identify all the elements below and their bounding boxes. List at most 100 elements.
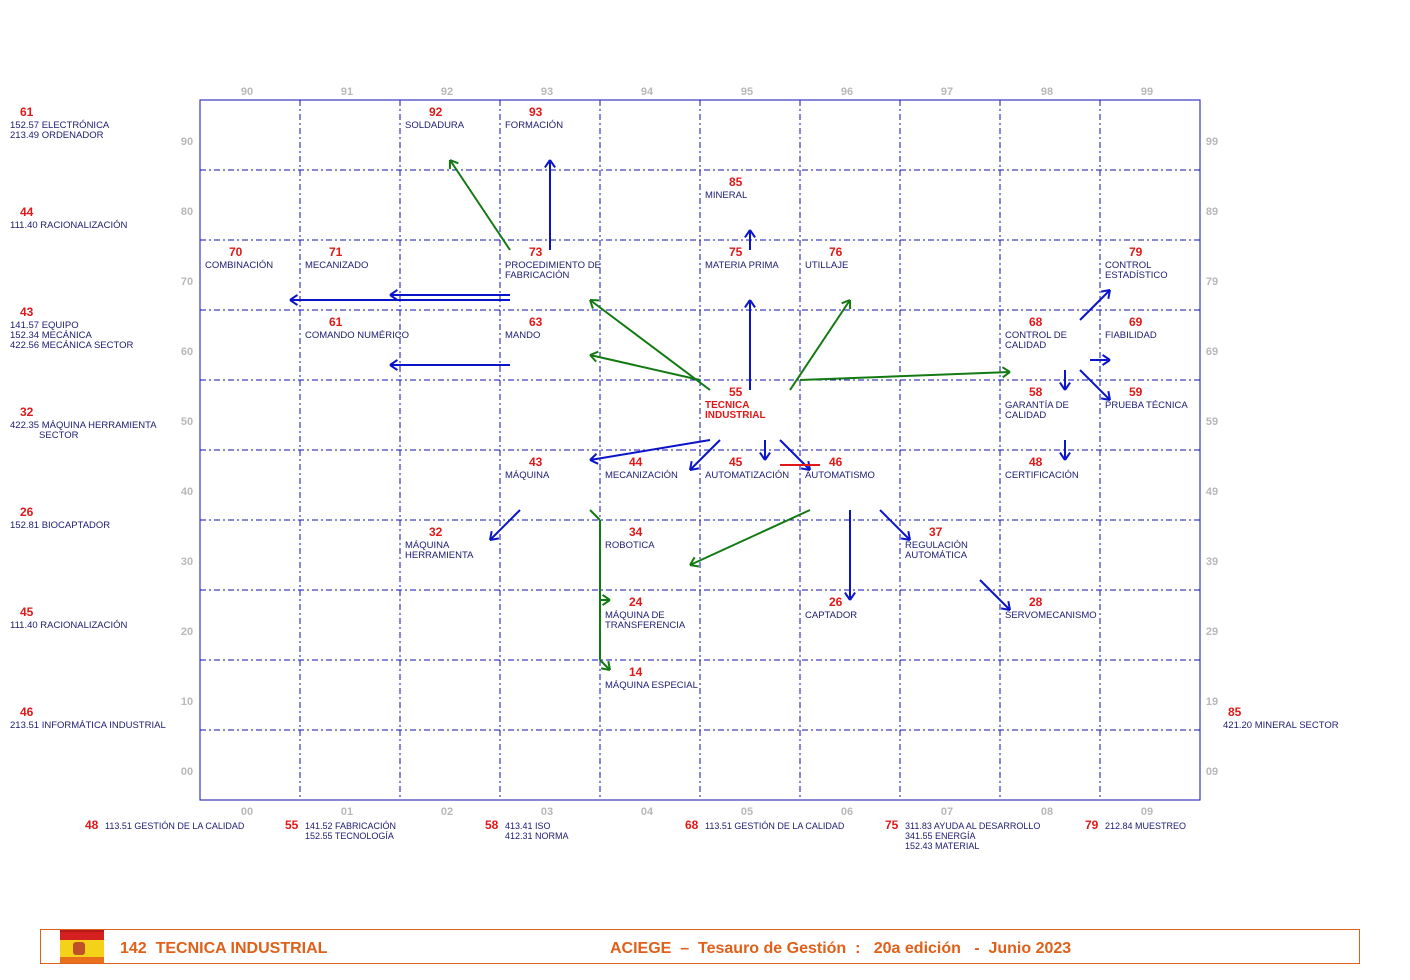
bottom-ref-label: 212.84 MUESTREO [1105,821,1187,831]
term-code: 68 [1029,315,1043,329]
left-ref-label: 111.40 RACIONALIZACIÓN [10,620,128,631]
term-code: 14 [629,665,643,679]
left-ref-code: 43 [20,305,34,319]
bottom-ref-label: 113.51 GESTIÓN DE LA CALIDAD [105,821,245,831]
term-label: ROBOTICA [605,540,655,551]
related-arrow [689,509,811,566]
bottom-ref-code: 79 [1085,818,1099,832]
related-arrow [799,371,1011,381]
axis-top-label: 99 [1140,86,1154,98]
term-label: MÁQUINA ESPECIAL [605,680,698,691]
axis-left-label: 00 [180,766,194,778]
axis-top-label: 94 [640,86,654,98]
footer-subtitle: ACIEGE – Tesauro de Gestión : 20a edició… [610,940,1072,957]
term-code: 37 [929,525,943,539]
broader-arrow-head [389,289,398,296]
broader-arrow-head [849,592,856,601]
term-code: 92 [429,105,443,119]
bottom-ref-code: 55 [285,818,299,832]
related-arrow-head [589,350,599,356]
axis-left-label: 60 [180,346,194,358]
axis-right-label: 39 [1205,556,1219,568]
term-label: REGULACIÓN AUTOMÁTICA [905,540,968,561]
axis-right-label: 09 [1205,766,1219,778]
axis-top-label: 97 [940,86,954,98]
term-label: COMBINACIÓN [205,260,274,271]
term-code: 75 [729,245,743,259]
term-code: 45 [729,455,743,469]
term-label: CAPTADOR [805,610,858,621]
broader-arrow-head [549,159,556,168]
axis-right-label: 69 [1205,346,1219,358]
term-code: 46 [829,455,843,469]
axis-left-label: 20 [180,626,194,638]
broader-arrow-head [759,452,766,461]
left-ref-code: 26 [20,505,34,519]
broader-arrow-head [1064,452,1071,461]
term-label: PROCEDIMIENTO DE FABRICACIÓN [505,260,601,281]
term-label: UTILLAJE [805,260,849,271]
term-code: 43 [529,455,543,469]
bottom-ref-label: 311.83 AYUDA AL DESARROLLO 341.55 ENERGÍ… [905,821,1041,851]
bottom-ref-code: 68 [685,818,699,832]
related-arrow-head [607,660,611,671]
term-code: 79 [1129,245,1143,259]
term-label: FORMACIÓN [505,120,564,131]
left-ref-label: 141.57 EQUIPO 152.34 MECÁNICA 422.56 MEC… [10,320,134,351]
broader-arrow-head [907,530,911,541]
term-label: MÁQUINA DE TRANSFERENCIA [605,610,686,631]
related-arrow [449,159,511,251]
broader-arrow [879,509,911,541]
axis-top-label: 96 [840,86,854,98]
related-arrow-head [1002,371,1011,379]
related-arrow-head [449,159,459,165]
broader-arrow-head [489,530,493,541]
axis-bottom-label: 03 [540,806,554,818]
term-code: 71 [329,245,343,259]
broader-arrow-head [489,537,500,541]
term-label: MÁQUINA [505,470,550,481]
broader-arrow [589,439,711,461]
term-code: 26 [829,595,843,609]
term-label: GARANTÍA DE CALIDAD [1005,400,1069,421]
axis-left-label: 50 [180,416,194,428]
broader-arrow-head [1064,382,1071,391]
left-ref-code: 32 [20,405,34,419]
term-label: MECANIZACIÓN [605,470,678,481]
axis-left-label: 90 [180,136,194,148]
axis-top-label: 92 [440,86,454,98]
related-arrow [589,299,711,391]
broader-arrow-head [1102,359,1111,366]
term-label: AUTOMATISMO [805,470,875,481]
broader-arrow-head [589,459,599,465]
right-ref-code: 85 [1228,705,1242,719]
related-arrow-head [589,299,594,309]
broader-arrow-head [1100,397,1111,401]
axis-bottom-label: 05 [740,806,754,818]
broader-arrow-head [744,229,751,238]
broader-arrow-head [844,592,851,601]
term-label: MATERIA PRIMA [705,260,779,271]
broader-arrow [489,509,521,541]
broader-arrow-head [800,467,811,471]
related-arrow [599,659,611,671]
axis-top-label: 91 [340,86,354,98]
broader-arrow-head [589,453,598,461]
term-label: SERVOMECANISMO [1005,610,1097,621]
term-code: 59 [1129,385,1143,399]
term-code: 48 [1029,455,1043,469]
broader-arrow-head [544,159,551,168]
term-label: COMANDO NUMÉRICO [305,330,409,341]
broader-arrow-head [1007,600,1011,611]
left-ref-code: 46 [20,705,34,719]
axis-bottom-label: 06 [840,806,854,818]
axis-top-label: 90 [240,86,254,98]
broader-arrow-head [389,364,398,371]
term-label: PRUEBA TÉCNICA [1105,400,1188,411]
related-arrow [589,354,701,381]
axis-bottom-label: 07 [940,806,954,818]
related-arrow-head [602,594,611,601]
term-label: AUTOMATIZACIÓN [705,470,790,481]
left-ref-code: 45 [20,605,34,619]
term-code: 28 [1029,595,1043,609]
